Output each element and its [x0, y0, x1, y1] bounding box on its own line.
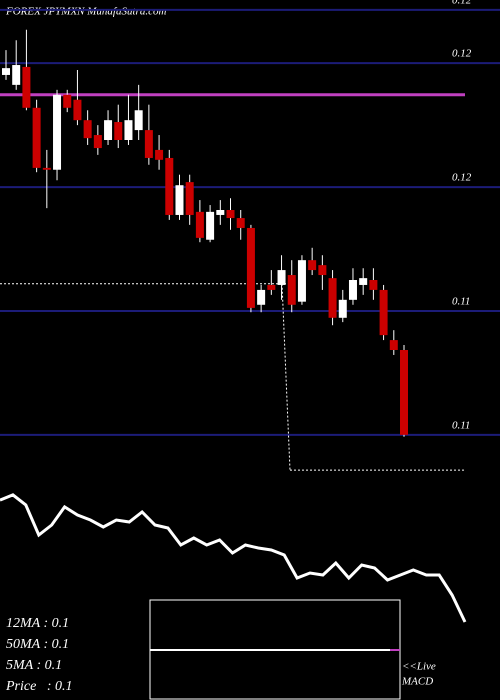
candle-body	[236, 218, 245, 228]
level-connector	[281, 283, 291, 471]
y-tick-label: 0.11	[452, 419, 470, 431]
candle-body	[93, 135, 102, 149]
candle-body	[359, 278, 368, 285]
y-tick-label: 0.12	[452, 0, 472, 6]
candle-body	[73, 99, 82, 121]
y-tick-label: 0.11	[452, 296, 470, 308]
candle-body	[63, 94, 72, 108]
info-label: 50MA : 0.1	[6, 637, 69, 652]
candle-body	[297, 260, 306, 302]
info-label: Price : 0.1	[5, 679, 72, 694]
candle-body	[155, 149, 164, 160]
candle-body	[389, 340, 398, 350]
candle-body	[22, 66, 31, 108]
candle-body	[185, 182, 194, 215]
candle-body	[83, 120, 92, 139]
indicator-line	[0, 493, 467, 623]
chart-title: FOREX JPYMXN MunafaSutra.com	[5, 6, 166, 18]
candle-body	[124, 120, 133, 140]
candle-body	[287, 275, 296, 305]
candle-body	[369, 280, 378, 290]
candle-body	[216, 210, 225, 215]
candle-body	[12, 65, 21, 85]
candle-body	[277, 270, 286, 285]
candle-body	[257, 289, 266, 305]
candle-body	[144, 130, 153, 158]
candle-body	[348, 280, 357, 300]
candle-body	[379, 289, 388, 336]
candle-body	[165, 157, 174, 215]
candle-body	[175, 185, 184, 215]
info-label: 12MA : 0.1	[6, 616, 69, 631]
live-label: <<Live	[402, 661, 436, 673]
candle-body	[114, 122, 123, 140]
y-tick-label: 0.12	[452, 172, 472, 184]
candle-body	[318, 265, 327, 276]
candle-body	[195, 211, 204, 238]
candle-body	[338, 299, 347, 318]
candle-body	[267, 284, 276, 290]
candle-body	[328, 278, 337, 318]
candle-body	[32, 107, 41, 168]
candle-body	[42, 167, 51, 170]
y-tick-label: 0.12	[452, 48, 472, 60]
candle-body	[2, 68, 10, 75]
candle-body	[53, 94, 62, 170]
candle-body	[400, 350, 408, 435]
macd-label: MACD	[401, 676, 433, 688]
candle-body	[226, 210, 235, 219]
candle-body	[246, 227, 255, 308]
candle-body	[206, 211, 215, 240]
candle-body	[308, 260, 317, 271]
candle-body	[104, 120, 113, 140]
candle-body	[134, 110, 143, 131]
info-label: 5MA : 0.1	[6, 658, 62, 673]
